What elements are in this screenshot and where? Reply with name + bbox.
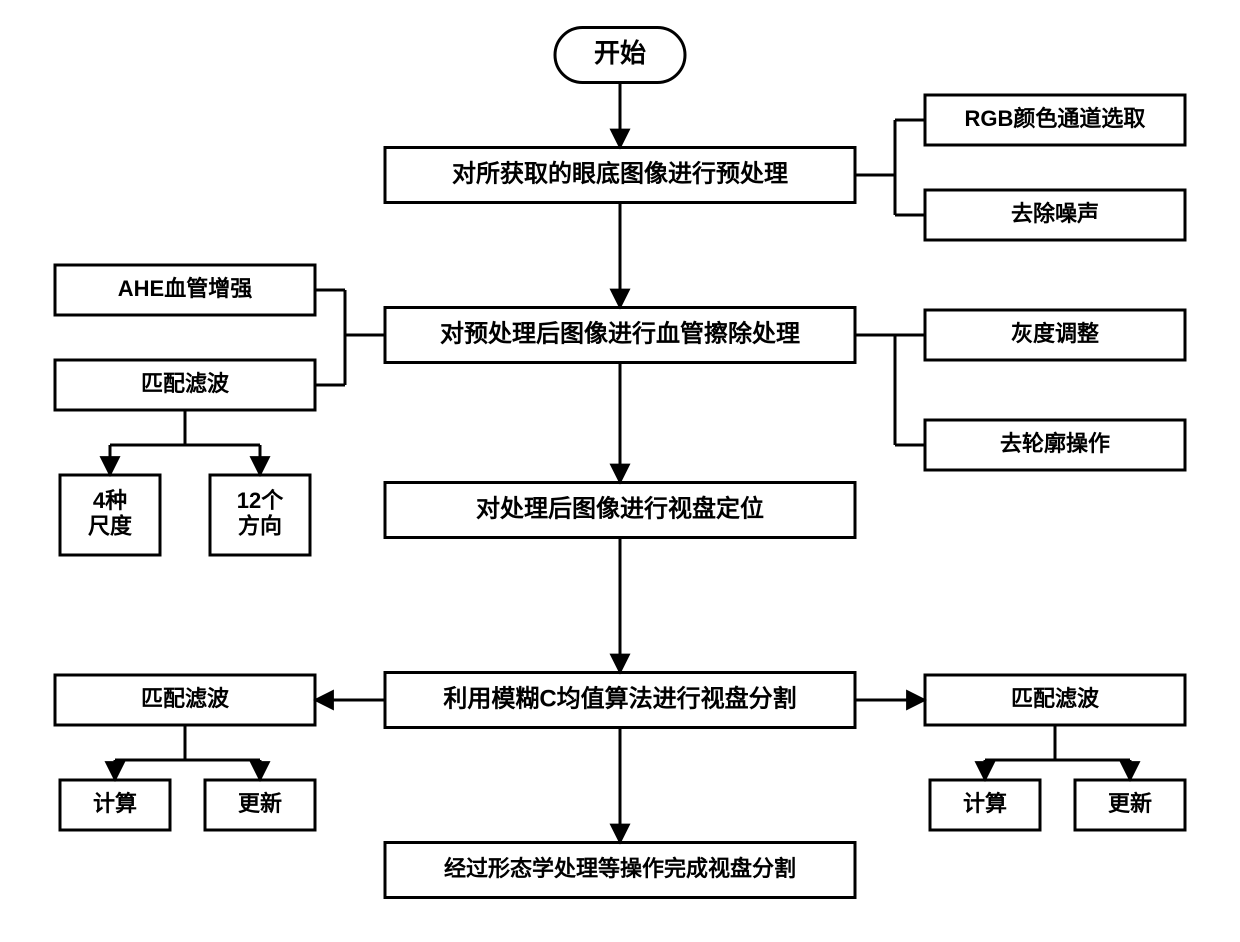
label-step3: 对处理后图像进行视盘定位 bbox=[476, 494, 764, 522]
label-updL: 更新 bbox=[238, 791, 282, 816]
label-ahe: AHE血管增强 bbox=[118, 276, 252, 301]
label-calcL: 计算 bbox=[93, 791, 137, 816]
label-mfl: 匹配滤波 bbox=[141, 686, 230, 711]
label-updR: 更新 bbox=[1108, 791, 1152, 816]
label-step2: 对预处理后图像进行血管擦除处理 bbox=[440, 319, 800, 347]
label-grayadj: 灰度调整 bbox=[1011, 321, 1099, 346]
label-step1: 对所获取的眼底图像进行预处理 bbox=[452, 159, 788, 187]
label-calcR: 计算 bbox=[963, 791, 1007, 816]
label-mfilter: 匹配滤波 bbox=[141, 371, 230, 396]
label-denoise: 去除噪声 bbox=[1011, 201, 1099, 226]
label-scale4: 尺度 bbox=[88, 513, 133, 538]
label-mfr: 匹配滤波 bbox=[1011, 686, 1100, 711]
label-step5: 经过形态学处理等操作完成视盘分割 bbox=[444, 856, 796, 881]
flowchart-canvas: 开始对所获取的眼底图像进行预处理对预处理后图像进行血管擦除处理对处理后图像进行视… bbox=[0, 0, 1240, 942]
label-step4: 利用模糊C均值算法进行视盘分割 bbox=[443, 684, 796, 712]
label-contour: 去轮廓操作 bbox=[1000, 431, 1110, 456]
label-start: 开始 bbox=[594, 38, 646, 68]
label-rgb: RGB颜色通道选取 bbox=[965, 106, 1146, 131]
label-dir12: 12个 bbox=[237, 488, 284, 513]
label-scale4: 4种 bbox=[93, 488, 127, 513]
label-dir12: 方向 bbox=[238, 513, 282, 538]
